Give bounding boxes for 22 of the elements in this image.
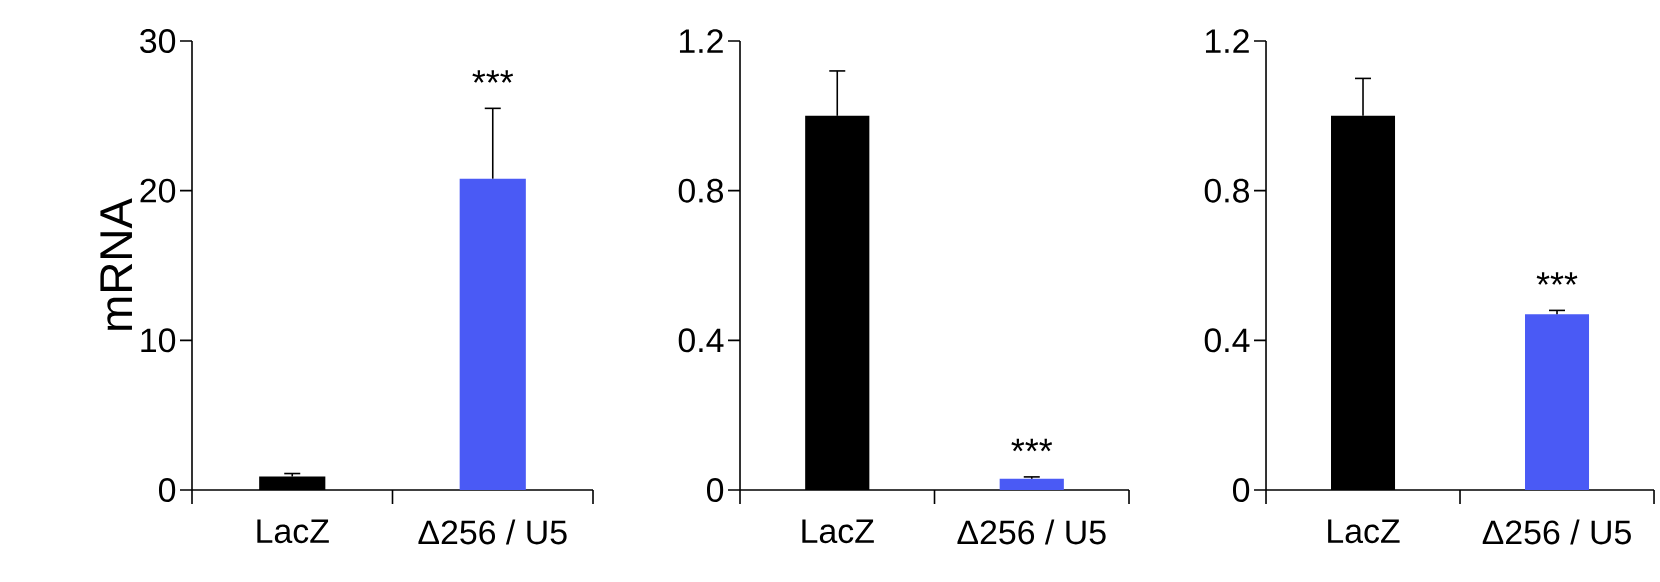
- y-axis-title: mRNA: [100, 198, 132, 330]
- y-tick-label: 20: [140, 178, 176, 203]
- x-tick-label: Δ256 / U5: [1482, 519, 1631, 545]
- y-tick-label: 0: [1232, 478, 1250, 502]
- x-tick-label: LacZ: [257, 519, 329, 544]
- annotation: ***: [1011, 438, 1053, 452]
- x-tick-label: Δ256 / U5: [957, 519, 1106, 545]
- annotation: ***: [472, 70, 514, 83]
- y-tick-label: 10: [141, 328, 176, 353]
- x-tick-label: LacZ: [802, 519, 874, 544]
- y-tick-label: 1.2: [1205, 29, 1249, 53]
- y-tick-label: 0.4: [1204, 328, 1250, 353]
- y-tick-label: 0.4: [678, 328, 724, 353]
- y-tick-label: 30: [140, 29, 176, 53]
- x-tick-label: LacZ: [1328, 519, 1400, 544]
- y-tick-label: 0: [706, 478, 724, 502]
- y-tick-label: 0.8: [1204, 178, 1250, 203]
- y-tick-label: 0: [158, 478, 176, 502]
- y-tick-label: 0.8: [678, 178, 724, 203]
- y-tick-label: 1.2: [679, 29, 723, 53]
- x-tick-label: Δ256 / U5: [418, 519, 567, 545]
- annotation: ***: [1536, 272, 1578, 285]
